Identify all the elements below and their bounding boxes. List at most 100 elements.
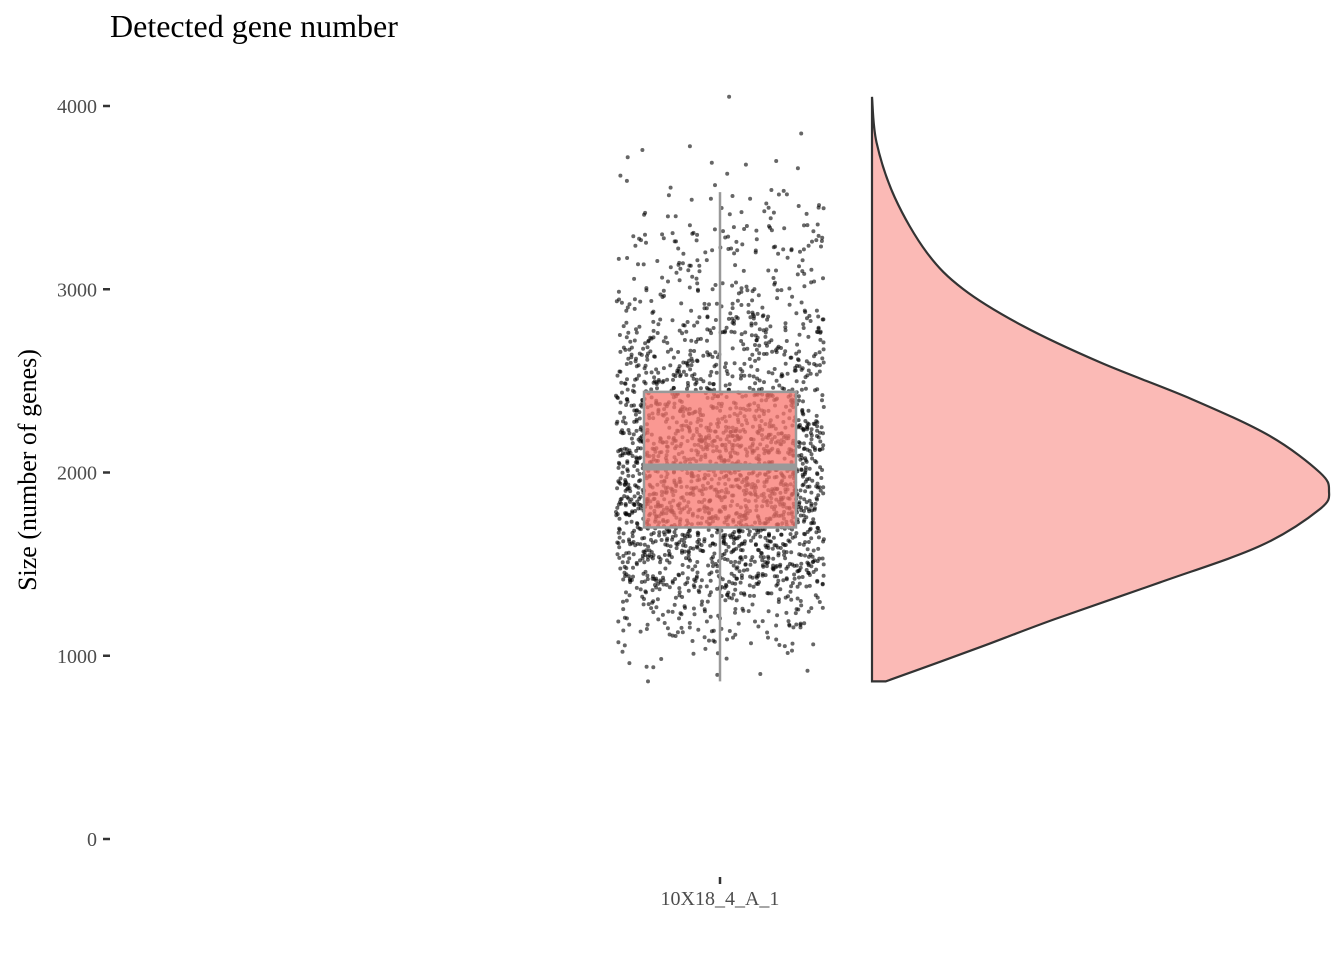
data-point bbox=[723, 235, 728, 240]
data-point bbox=[658, 560, 663, 565]
data-point bbox=[622, 643, 627, 648]
data-point bbox=[638, 299, 643, 304]
data-point bbox=[803, 505, 808, 510]
data-point bbox=[676, 572, 681, 577]
data-point bbox=[703, 250, 708, 255]
data-point bbox=[802, 308, 807, 313]
data-point bbox=[753, 321, 758, 326]
data-point bbox=[616, 465, 621, 470]
data-point bbox=[783, 349, 788, 354]
data-point bbox=[692, 349, 697, 353]
data-point bbox=[767, 539, 772, 544]
data-point bbox=[639, 238, 643, 243]
data-point bbox=[635, 521, 639, 526]
data-point bbox=[800, 269, 805, 274]
data-point bbox=[695, 287, 700, 292]
data-point bbox=[673, 634, 678, 638]
data-point bbox=[747, 373, 752, 378]
data-point bbox=[751, 374, 756, 379]
data-point bbox=[635, 468, 640, 473]
y-axis: 0 1000 2000 3000 4000 bbox=[57, 96, 110, 851]
data-point bbox=[739, 573, 744, 578]
data-point bbox=[760, 558, 765, 563]
data-point bbox=[659, 538, 664, 542]
data-point bbox=[665, 529, 670, 534]
data-point bbox=[624, 403, 629, 407]
data-point bbox=[664, 538, 669, 543]
data-point bbox=[821, 206, 826, 211]
data-point bbox=[710, 533, 714, 538]
data-point bbox=[723, 383, 728, 388]
data-point bbox=[757, 351, 762, 356]
data-point bbox=[701, 379, 706, 384]
data-point bbox=[815, 424, 820, 429]
data-point bbox=[623, 574, 628, 579]
data-point bbox=[821, 347, 826, 352]
data-point bbox=[666, 193, 671, 198]
data-point bbox=[623, 421, 628, 426]
data-point bbox=[820, 556, 825, 561]
data-point bbox=[815, 579, 820, 584]
data-point bbox=[803, 553, 807, 558]
data-point bbox=[774, 378, 779, 383]
data-point bbox=[654, 605, 659, 610]
data-point bbox=[624, 178, 629, 183]
data-point bbox=[736, 529, 741, 534]
data-point bbox=[642, 379, 647, 384]
data-point bbox=[695, 570, 700, 575]
data-point bbox=[807, 498, 812, 503]
data-point bbox=[805, 530, 810, 534]
data-point bbox=[624, 308, 629, 313]
data-point bbox=[681, 251, 686, 256]
data-point bbox=[704, 258, 709, 263]
data-point bbox=[736, 291, 741, 296]
data-point bbox=[817, 447, 822, 452]
data-point bbox=[789, 584, 794, 589]
data-point bbox=[708, 196, 713, 201]
data-point bbox=[660, 232, 665, 237]
data-point bbox=[812, 362, 817, 366]
data-point bbox=[794, 607, 799, 612]
data-point bbox=[788, 532, 793, 537]
data-point bbox=[821, 443, 826, 448]
data-point bbox=[623, 347, 628, 352]
data-point bbox=[739, 286, 744, 291]
data-point bbox=[795, 584, 800, 589]
data-point bbox=[652, 375, 657, 380]
data-point bbox=[654, 578, 659, 583]
data-point bbox=[770, 546, 775, 551]
data-point bbox=[665, 340, 670, 345]
data-point bbox=[672, 602, 677, 607]
data-point bbox=[710, 248, 715, 253]
data-point bbox=[804, 433, 809, 438]
data-point bbox=[724, 548, 729, 553]
data-point bbox=[680, 548, 684, 553]
data-point bbox=[617, 526, 622, 531]
data-point bbox=[620, 649, 625, 654]
data-point bbox=[660, 275, 665, 280]
data-point bbox=[615, 373, 620, 378]
data-point bbox=[634, 356, 638, 361]
data-point bbox=[631, 234, 636, 239]
data-point bbox=[708, 578, 713, 583]
data-point bbox=[737, 569, 742, 574]
data-point bbox=[730, 194, 735, 198]
data-point bbox=[778, 546, 783, 550]
data-point bbox=[632, 464, 637, 469]
data-point bbox=[692, 612, 697, 617]
data-point bbox=[630, 534, 635, 539]
data-point bbox=[633, 412, 638, 417]
data-point bbox=[713, 562, 718, 566]
data-point bbox=[681, 360, 686, 365]
data-point bbox=[744, 284, 749, 289]
data-point bbox=[723, 542, 728, 547]
data-point bbox=[633, 243, 638, 248]
data-point bbox=[814, 496, 819, 501]
data-point bbox=[784, 610, 789, 615]
data-point bbox=[687, 285, 692, 290]
data-point bbox=[782, 644, 787, 649]
data-point bbox=[661, 339, 666, 344]
data-point bbox=[756, 356, 761, 361]
data-point bbox=[741, 268, 746, 273]
